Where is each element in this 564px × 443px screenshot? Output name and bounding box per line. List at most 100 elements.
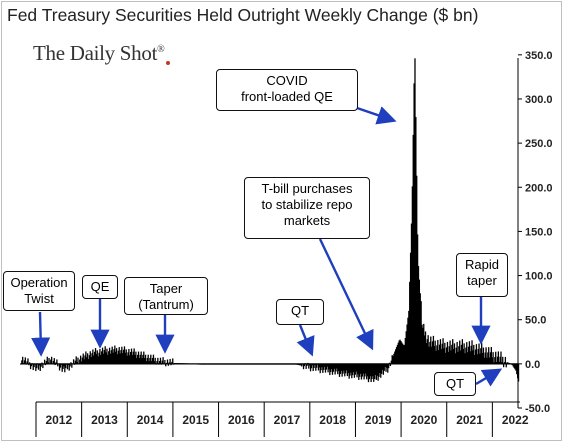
weekly-bar	[28, 363, 30, 366]
weekly-bar	[144, 357, 146, 364]
weekly-bar	[27, 358, 29, 364]
weekly-bar	[403, 344, 406, 364]
weekly-bar	[50, 356, 53, 364]
weekly-bar	[490, 347, 492, 364]
weekly-bar	[323, 363, 325, 370]
weekly-bar	[488, 357, 491, 364]
weekly-bar	[344, 363, 346, 377]
weekly-bar	[67, 363, 69, 366]
weekly-bar	[124, 352, 127, 364]
weekly-bar	[43, 359, 46, 364]
weekly-bar	[83, 359, 85, 364]
weekly-bar	[440, 349, 442, 364]
weekly-bar	[105, 352, 107, 364]
weekly-bar	[464, 353, 466, 364]
weekly-bar	[101, 351, 103, 364]
weekly-bar	[427, 335, 429, 364]
weekly-bar	[477, 348, 479, 364]
weekly-bar	[41, 362, 43, 364]
weekly-bar	[499, 356, 501, 364]
weekly-bar	[341, 363, 343, 377]
weekly-bar	[79, 355, 82, 364]
weekly-bar	[26, 361, 28, 364]
weekly-bar	[389, 363, 392, 367]
weekly-bar	[515, 363, 517, 371]
weekly-bar	[357, 363, 359, 375]
weekly-bar	[162, 357, 164, 364]
weekly-bar	[30, 363, 33, 367]
weekly-bar	[39, 363, 41, 371]
weekly-bar	[459, 340, 461, 364]
weekly-bar	[374, 363, 377, 376]
weekly-bar	[392, 356, 394, 364]
weekly-bar	[69, 363, 71, 367]
weekly-bar	[310, 363, 313, 369]
weekly-bar	[388, 363, 390, 369]
weekly-bar	[38, 363, 41, 366]
weekly-bar	[498, 361, 500, 364]
weekly-bar	[112, 352, 114, 364]
weekly-bar	[166, 359, 169, 364]
weekly-bar	[442, 338, 444, 364]
weekly-bar	[455, 347, 457, 364]
weekly-bar	[452, 349, 455, 364]
weekly-bar	[122, 349, 125, 364]
weekly-bar	[390, 360, 392, 364]
weekly-bar	[484, 352, 486, 364]
weekly-bar	[405, 331, 407, 364]
weekly-bar	[502, 363, 505, 368]
weekly-bar	[159, 357, 162, 364]
weekly-bar	[437, 339, 439, 364]
weekly-bar	[312, 363, 314, 372]
weekly-bar	[165, 363, 167, 367]
y-tick-label: 250.0	[525, 138, 553, 150]
weekly-bar	[327, 363, 329, 373]
weekly-bar	[514, 363, 516, 370]
weekly-bar	[130, 348, 133, 364]
weekly-bar	[74, 360, 76, 364]
weekly-bar	[82, 353, 84, 364]
weekly-bar	[113, 349, 115, 364]
weekly-bar	[139, 354, 141, 364]
weekly-bar	[481, 352, 484, 364]
weekly-bar	[167, 363, 170, 366]
weekly-bar	[136, 358, 138, 364]
weekly-bar	[504, 356, 507, 364]
weekly-bar	[329, 363, 331, 376]
weekly-bar	[107, 354, 109, 364]
weekly-bar	[108, 347, 111, 364]
weekly-bar	[149, 357, 151, 364]
weekly-bar	[85, 351, 87, 364]
weekly-bar	[423, 323, 425, 364]
weekly-bar	[325, 363, 327, 370]
weekly-bar	[110, 350, 112, 364]
weekly-bar	[433, 346, 435, 364]
weekly-bar	[37, 363, 40, 370]
weekly-bar	[458, 346, 460, 364]
weekly-bar	[439, 339, 442, 364]
weekly-bar	[331, 363, 334, 375]
weekly-bar	[330, 363, 332, 373]
weekly-bar	[80, 361, 83, 364]
weekly-bar	[311, 363, 313, 366]
weekly-bar	[109, 353, 112, 364]
x-year-label: 2022	[502, 413, 529, 427]
weekly-bar	[350, 363, 352, 373]
weekly-bar	[424, 331, 427, 364]
weekly-bar	[98, 352, 100, 364]
weekly-bar	[426, 339, 428, 364]
weekly-bar	[512, 363, 514, 367]
weekly-bar	[446, 341, 449, 364]
weekly-bar	[316, 363, 318, 368]
weekly-bar	[352, 363, 354, 376]
weekly-bar	[444, 342, 446, 364]
weekly-bar	[364, 363, 366, 377]
weekly-bar	[335, 363, 337, 372]
weekly-bar	[507, 362, 509, 364]
weekly-bar	[338, 363, 341, 377]
weekly-bar	[445, 352, 447, 364]
weekly-bar	[320, 363, 322, 371]
weekly-bar	[63, 363, 65, 367]
weekly-bar	[462, 349, 464, 364]
weekly-bar	[409, 252, 412, 364]
